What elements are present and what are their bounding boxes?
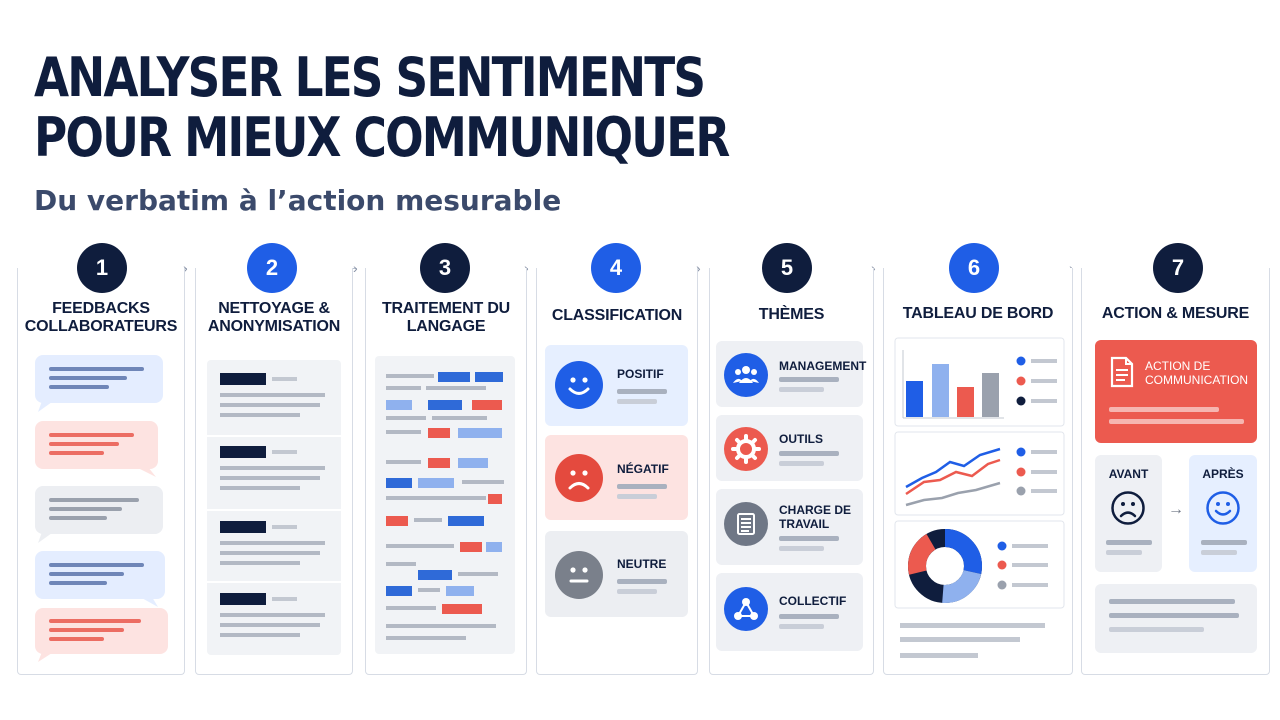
- speech-bubble-icon: [35, 486, 163, 543]
- placeholder-line: [617, 484, 667, 489]
- arrow-right-icon: ›: [353, 260, 358, 276]
- placeholder-line: [1106, 540, 1152, 545]
- step-7-title: ACTION & MESURE: [1101, 305, 1250, 322]
- after-label: APRÈS: [1202, 467, 1244, 481]
- step-5-badge: 5: [762, 243, 812, 293]
- record-block: [220, 593, 325, 637]
- step-1-title: FEEDBACKS COLLABORATEURS: [24, 300, 178, 335]
- gear-icon: [724, 427, 768, 471]
- speech-bubble-icon: [35, 551, 165, 607]
- placeholder-line: [779, 377, 839, 382]
- placeholder-line: [617, 579, 667, 584]
- anonymized-records: [207, 360, 341, 655]
- title-line-1: ANALYSER LES SENTIMENTS: [34, 46, 706, 109]
- smile-icon: [555, 361, 603, 409]
- speech-bubble-icon: [35, 421, 158, 477]
- action-card-label: ACTION DE COMMUNICATION: [1145, 359, 1249, 387]
- placeholder-line: [779, 387, 824, 392]
- placeholder-line: [617, 389, 667, 394]
- placeholder-line: [779, 614, 839, 619]
- neutral-face-icon: [555, 551, 603, 599]
- step-1-panel: FEEDBACKS COLLABORATEURS: [17, 268, 185, 675]
- placeholder-line: [1109, 419, 1244, 424]
- step-5-panel: THÈMES MANAGEMENT OUTILS CHARGE DE TRAVA…: [709, 268, 874, 675]
- placeholder-line: [1201, 550, 1237, 555]
- step-4-panel: CLASSIFICATION POSITIF NÉGATIF NEUTRE: [536, 268, 698, 675]
- placeholder-line: [1109, 407, 1219, 412]
- arrow-right-icon: →: [1168, 501, 1184, 518]
- record-block: [220, 521, 325, 565]
- step-3-badge: 3: [420, 243, 470, 293]
- placeholder-line: [779, 536, 839, 541]
- step-6-title: TABLEAU DE BORD: [902, 305, 1054, 322]
- placeholder-line: [1109, 613, 1239, 618]
- theme-label: OUTILS: [779, 432, 823, 446]
- step-6-panel: TABLEAU DE BORD: [883, 268, 1073, 675]
- feedback-bubbles: [35, 355, 168, 662]
- theme-label: CHARGE DE TRAVAIL: [779, 503, 852, 531]
- placeholder-line: [1109, 627, 1204, 632]
- placeholder-line: [617, 589, 657, 594]
- step-4-badge: 4: [591, 243, 641, 293]
- summary-card: [1095, 584, 1257, 653]
- dashboard-illustration: [894, 337, 1065, 658]
- document-icon: [1109, 356, 1135, 393]
- step-7-badge: 7: [1153, 243, 1203, 293]
- placeholder-line: [1106, 550, 1142, 555]
- neutral-label: NEUTRE: [617, 557, 667, 571]
- negative-label: NÉGATIF: [617, 462, 669, 476]
- placeholder-line: [617, 494, 657, 499]
- network-icon: [724, 587, 768, 631]
- placeholder-line: [1201, 540, 1247, 545]
- page-title: ANALYSER LES SENTIMENTS POUR MIEUX COMMU…: [34, 46, 730, 169]
- placeholder-line: [779, 451, 839, 456]
- step-2-title: NETTOYAGE & ANONYMISATION: [207, 300, 341, 335]
- smile-icon: [1205, 490, 1241, 531]
- arrow-right-icon: ›: [696, 260, 701, 276]
- placeholder-line: [779, 461, 824, 466]
- step-7-panel: ACTION & MESURE ACTION DE COMMUNICATION …: [1081, 268, 1270, 675]
- step-1-badge: 1: [77, 243, 127, 293]
- document-icon: [724, 502, 768, 546]
- arrow-right-icon: ›: [183, 260, 188, 276]
- placeholder-line: [779, 624, 824, 629]
- nlp-token-grid: [375, 356, 515, 654]
- step-4-title: CLASSIFICATION: [551, 307, 683, 324]
- people-icon: [724, 353, 768, 397]
- record-block: [220, 446, 325, 490]
- theme-label: COLLECTIF: [779, 594, 847, 608]
- speech-bubble-icon: [35, 608, 168, 662]
- record-block: [220, 373, 325, 417]
- frown-icon: [555, 454, 603, 502]
- positive-label: POSITIF: [617, 367, 664, 381]
- speech-bubble-icon: [35, 355, 163, 412]
- theme-label: MANAGEMENT: [779, 359, 867, 373]
- frown-icon: [1110, 490, 1146, 531]
- placeholder-line: [1109, 599, 1235, 604]
- step-2-badge: 2: [247, 243, 297, 293]
- step-2-panel: NETTOYAGE & ANONYMISATION: [195, 268, 353, 675]
- title-line-2: POUR MIEUX COMMUNIQUER: [34, 106, 730, 169]
- placeholder-line: [617, 399, 657, 404]
- step-3-panel: TRAITEMENT DU LANGAGE: [365, 268, 527, 675]
- before-label: AVANT: [1108, 467, 1149, 481]
- placeholder-line: [779, 546, 824, 551]
- step-6-badge: 6: [949, 243, 999, 293]
- step-3-title: TRAITEMENT DU LANGAGE: [381, 300, 511, 335]
- step-5-title: THÈMES: [758, 306, 825, 323]
- page-subtitle: Du verbatim à l’action mesurable: [34, 184, 562, 217]
